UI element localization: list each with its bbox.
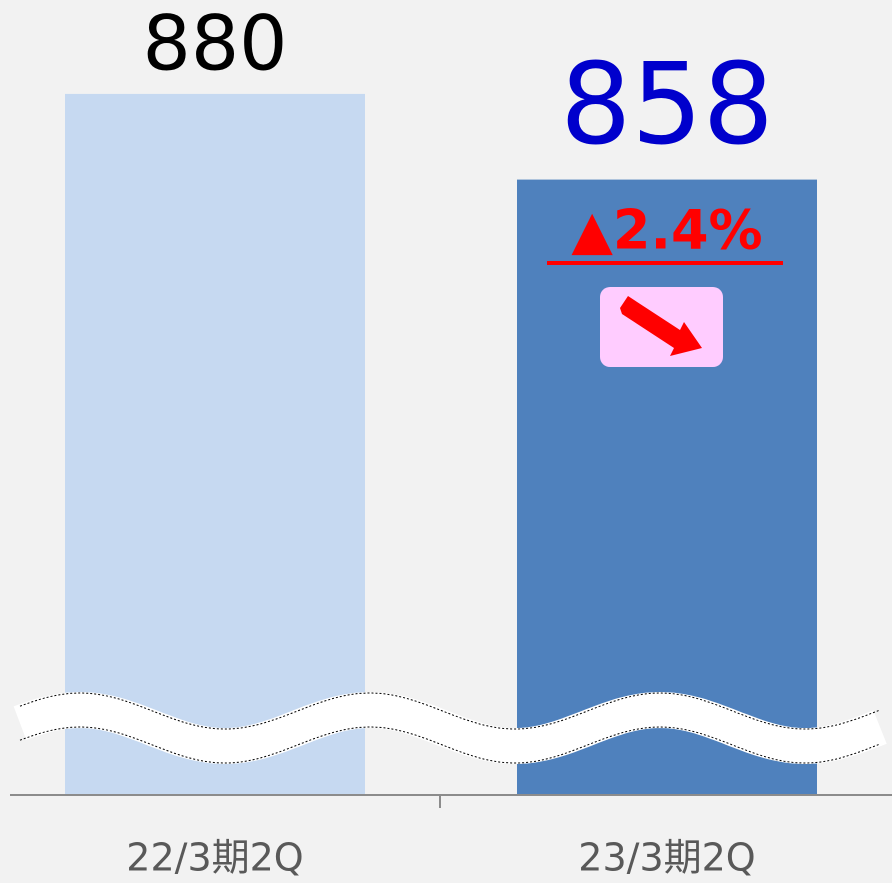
trend-arrow [620, 296, 702, 356]
axis-break [13, 691, 887, 764]
break-band [13, 691, 887, 764]
value-label: 858 [560, 40, 774, 170]
break-edge [19, 692, 881, 730]
annotation: ▲2.4% [571, 199, 762, 262]
value-label: 880 [142, 0, 287, 87]
x-tick-label: 22/3期2Q [126, 836, 303, 880]
x-tick-label: 23/3期2Q [578, 836, 755, 880]
bars [65, 93, 817, 796]
labels: 880 22/3期2Q 858 23/3期2Q ▲2.4% [126, 0, 783, 880]
bar [65, 93, 365, 795]
break-edge [19, 726, 881, 764]
